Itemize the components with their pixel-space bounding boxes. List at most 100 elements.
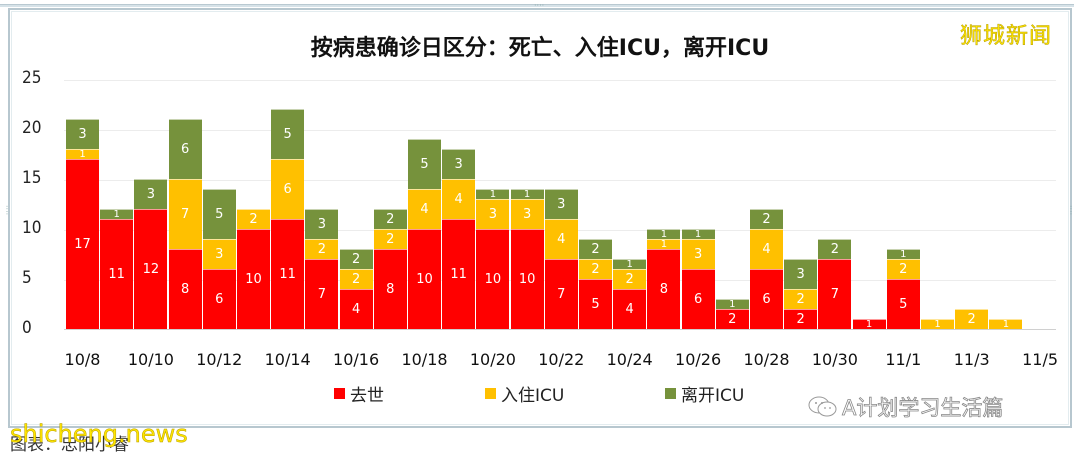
bar-segment: 3 [544, 189, 578, 219]
bar-segment: 11 [271, 219, 305, 329]
chart-title: 按病患确诊日区分：死亡、入住ICU，离开ICU [310, 36, 770, 61]
bar-segment: 1 [681, 229, 715, 239]
bar-segment: 8 [373, 249, 407, 329]
bar-segment: 11 [442, 219, 476, 329]
bar-segment: 1 [613, 259, 647, 269]
bar-11-4[interactable]: 1 [989, 319, 1023, 329]
resize-handle-left[interactable]: ···· [2, 205, 11, 216]
bar-10-14[interactable]: 11 6 5 [271, 109, 305, 329]
source-caption: 图表：忠阳小睿 [10, 435, 129, 455]
bar-segment: 12 [134, 209, 168, 329]
x-tick-label: 10/16 [333, 350, 380, 369]
bar-segment: 2 [237, 209, 270, 229]
gridline [64, 180, 1056, 181]
bar-segment: 4 [339, 289, 373, 329]
bar-segment: 2 [305, 239, 339, 259]
bar-segment: 5 [271, 109, 305, 159]
bar-segment: 7 [818, 259, 852, 329]
bar-segment: 3 [134, 179, 168, 209]
bar-segment: 8 [647, 249, 681, 329]
legend-item[interactable]: 入住ICU [485, 381, 564, 406]
legend-swatch-icon [485, 388, 496, 399]
legend-label: 去世 [350, 386, 384, 406]
window-top-border [0, 4, 1074, 7]
wechat-account-name: A计划学习生活篇 [842, 396, 1004, 421]
bar-segment: 3 [66, 119, 99, 149]
bar-segment: 3 [681, 239, 715, 269]
bar-11-2[interactable]: 1 [921, 319, 954, 329]
resize-handle-right[interactable]: ···· [1066, 205, 1075, 216]
bar-segment: 3 [305, 209, 339, 239]
bar-segment: 3 [442, 149, 476, 179]
x-tick-label: 11/5 [1022, 350, 1059, 369]
x-tick-label: 10/30 [811, 350, 858, 369]
bar-10-19[interactable]: 11 4 3 [442, 149, 476, 329]
bar-segment: 10 [237, 229, 270, 329]
bar-segment: 2 [373, 229, 407, 249]
bar-10-20[interactable]: 10 3 1 [476, 189, 510, 329]
bar-10-13[interactable]: 10 2 [237, 209, 270, 329]
bar-segment: 3 [476, 199, 510, 229]
bar-segment: 6 [750, 269, 783, 329]
bar-segment: 6 [271, 159, 305, 219]
x-tick-label: 11/1 [885, 350, 922, 369]
resize-handle-top[interactable]: ···· [534, 1, 545, 10]
x-tick-label: 10/12 [196, 350, 243, 369]
bar-segment: 1 [100, 209, 134, 219]
x-tick-label: 10/10 [127, 350, 174, 369]
bar-10-9[interactable]: 11 1 [100, 209, 134, 329]
bar-10-31[interactable]: 1 [852, 319, 886, 329]
bar-segment: 7 [544, 259, 578, 329]
legend-item[interactable]: 离开ICU [665, 381, 744, 406]
gridline [64, 80, 1056, 81]
bar-segment: 4 [750, 229, 783, 269]
watermark-bottom: shicheng.news [10, 420, 188, 449]
bar-segment: 1 [989, 319, 1023, 329]
bar-10-21[interactable]: 10 3 1 [510, 189, 544, 329]
bar-segment: 2 [579, 239, 612, 259]
x-tick-label: 10/28 [743, 350, 790, 369]
bar-segment: 1 [921, 319, 954, 329]
x-tick-label: 10/24 [606, 350, 653, 369]
bar-segment: 2 [750, 209, 783, 229]
x-tick-label: 11/3 [953, 350, 990, 369]
y-tick-label: 0 [22, 318, 32, 338]
bar-segment: 4 [442, 179, 476, 219]
bar-segment: 1 [510, 189, 544, 199]
bar-segment: 4 [544, 219, 578, 259]
bar-segment: 1 [647, 239, 681, 249]
bar-10-10[interactable]: 12 3 [134, 179, 168, 329]
x-tick-label: 10/14 [264, 350, 311, 369]
bar-segment: 2 [339, 269, 373, 289]
bar-segment: 1 [476, 189, 510, 199]
bar-segment: 2 [579, 259, 612, 279]
bar-segment: 2 [955, 309, 989, 329]
legend-item[interactable]: 去世 [334, 381, 384, 406]
plot-area: 17 1 3 11 1 12 3 8 7 6 6 3 5 10 2 11 6 5 7 2 3 4 2 2 8 2 2 10 4 5 11 4 3… [64, 80, 1056, 330]
y-tick-label: 20 [22, 118, 42, 138]
y-tick-label: 5 [22, 268, 32, 288]
bar-10-18[interactable]: 10 4 5 [408, 139, 441, 329]
bar-11-3[interactable]: 2 [955, 309, 989, 329]
bar-10-8[interactable]: 17 1 3 [66, 119, 99, 329]
bar-segment: 2 [784, 309, 818, 329]
bar-segment: 7 [305, 259, 339, 329]
x-tick-label: 10/8 [64, 350, 101, 369]
bar-segment: 1 [66, 149, 99, 159]
